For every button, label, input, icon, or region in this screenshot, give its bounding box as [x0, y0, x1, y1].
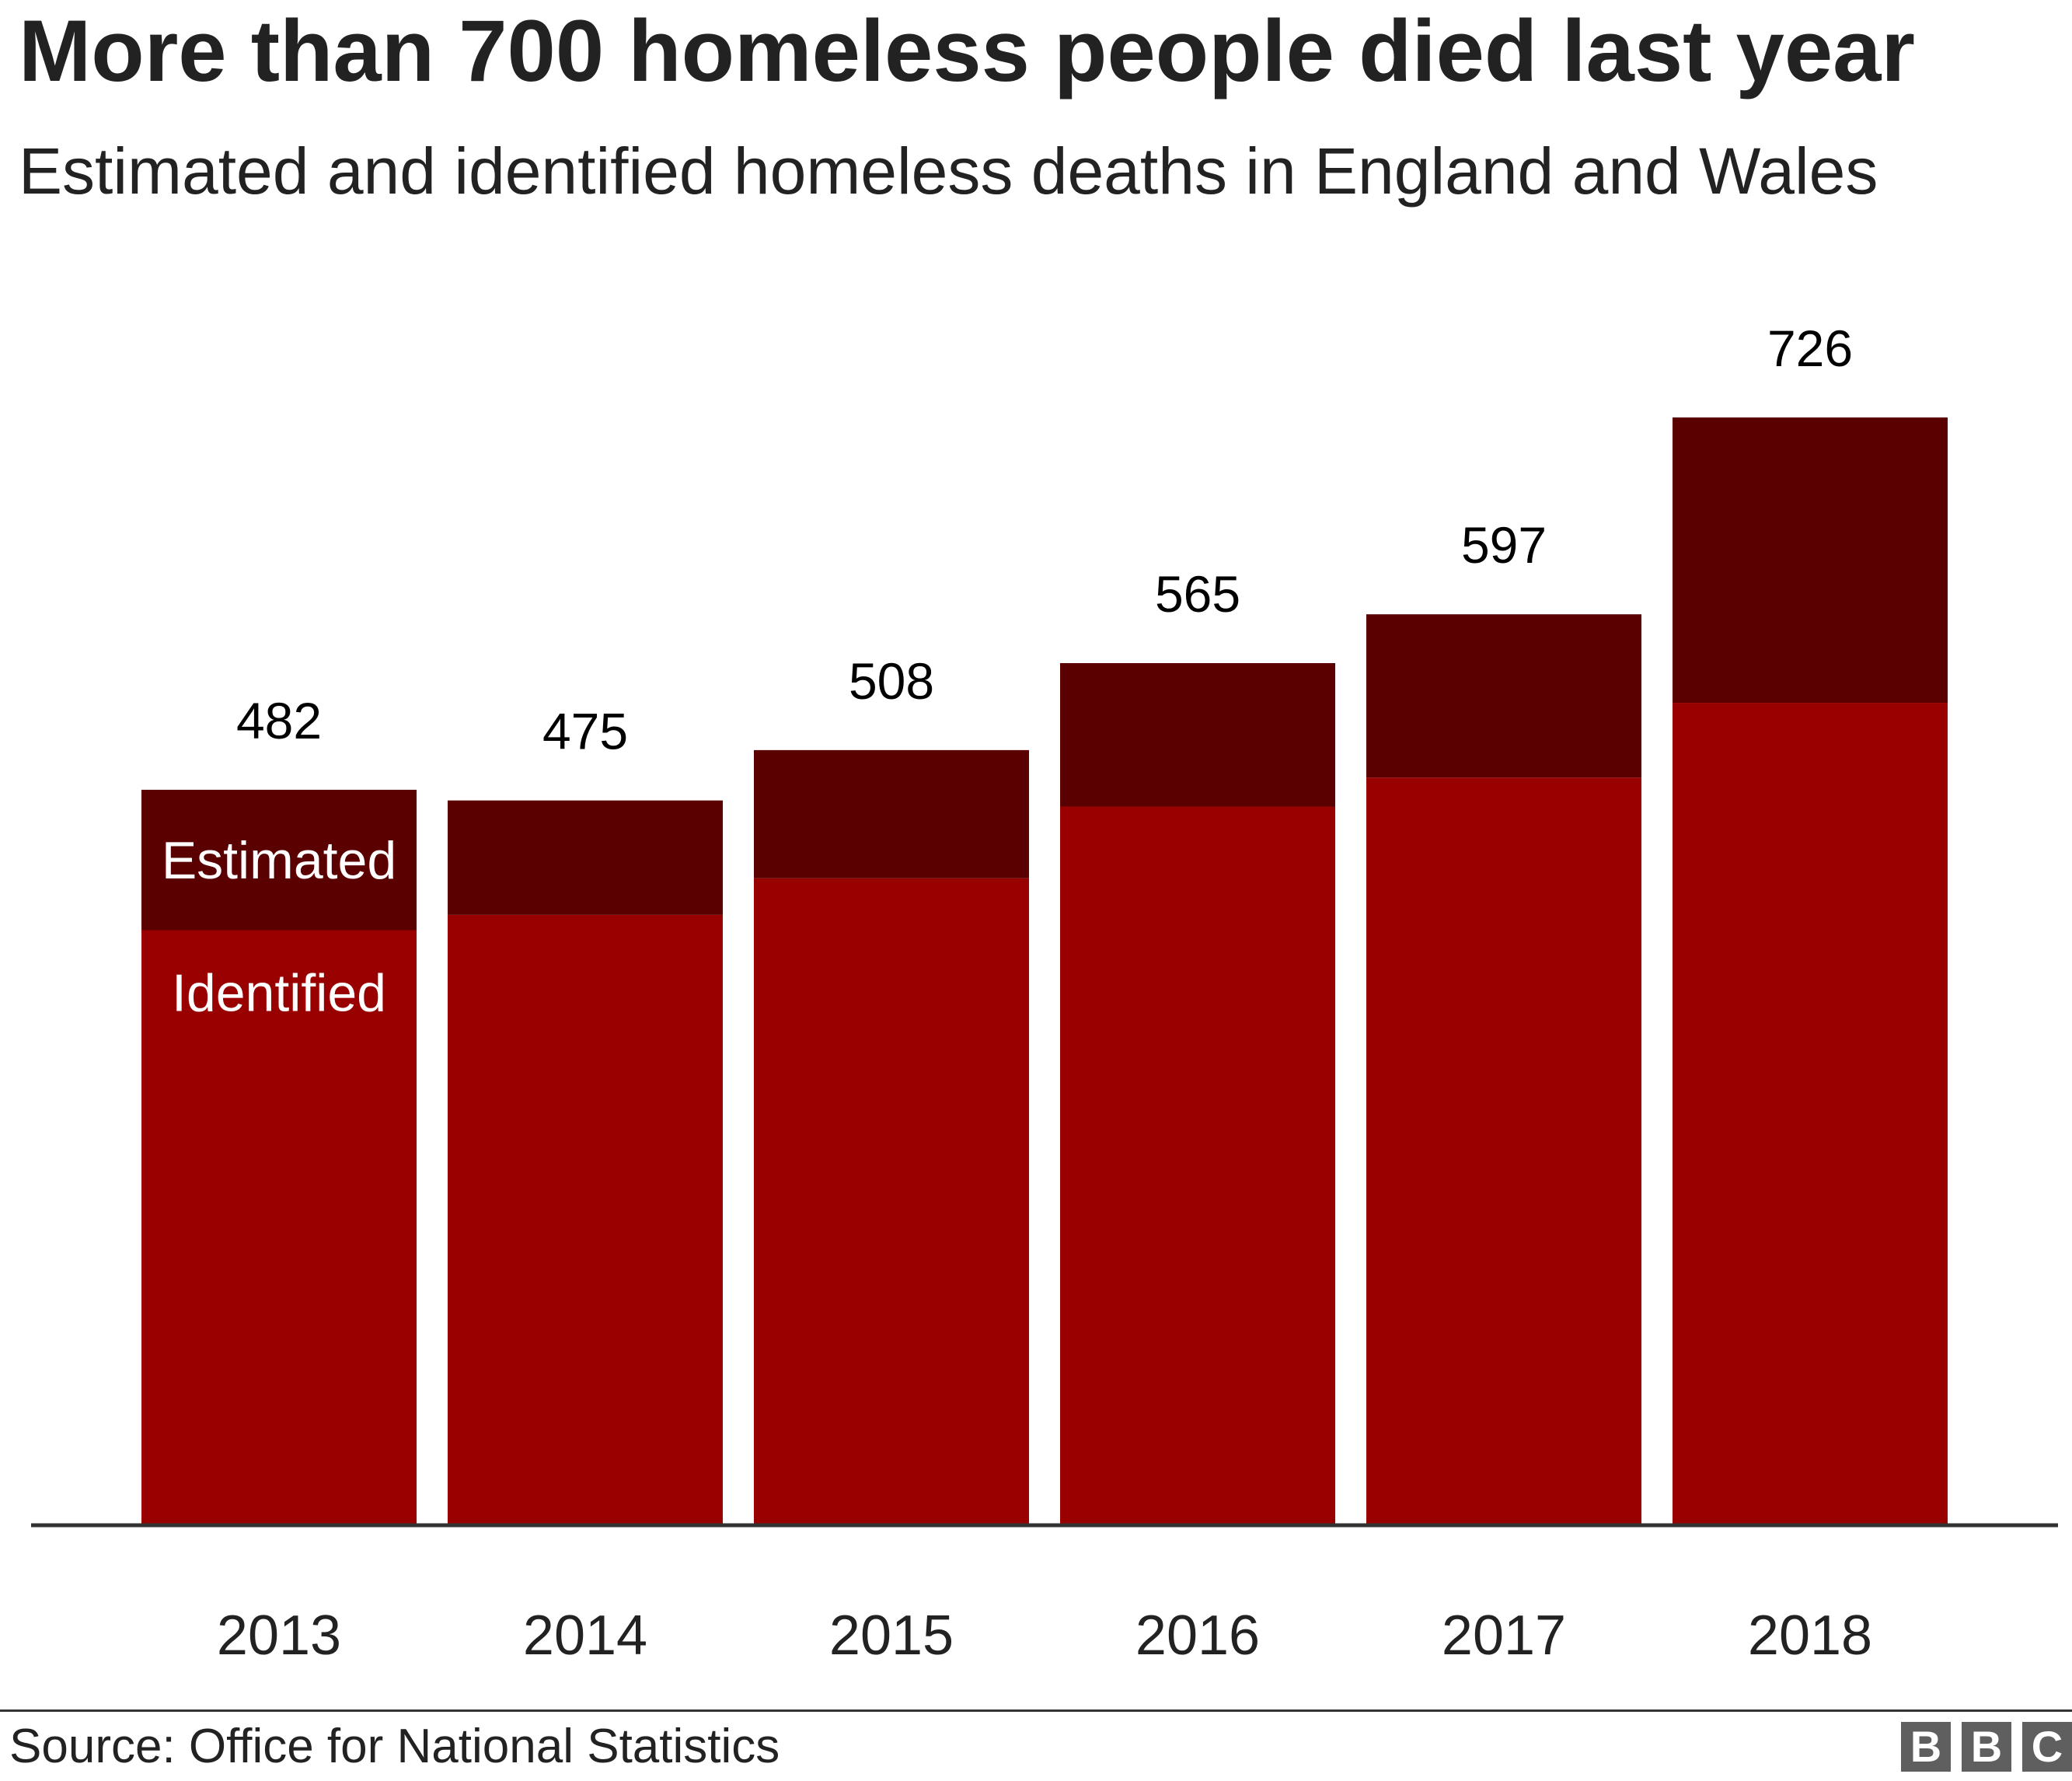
source-note: Source: Office for National Statistics [9, 1720, 780, 1773]
footer-divider [0, 1709, 2072, 1712]
bar-identified-2018 [1673, 703, 1948, 1526]
total-label-2016: 565 [1155, 565, 1240, 623]
bar-identified-2013 [141, 930, 417, 1525]
x-tick-label-2013: 2013 [217, 1605, 341, 1667]
bar-identified-2016 [1060, 806, 1335, 1525]
total-label-2017: 597 [1461, 516, 1547, 574]
total-label-2015: 508 [849, 652, 934, 710]
bar-identified-2014 [448, 914, 723, 1525]
series-label-identified: Identified [172, 964, 386, 1023]
bar-estimated-2016 [1060, 663, 1335, 807]
x-tick-label-2016: 2016 [1135, 1605, 1260, 1667]
bbc-logo: B B C [1901, 1722, 2072, 1772]
x-tick-label-2017: 2017 [1442, 1605, 1566, 1667]
chart-title: More than 700 homeless people died last … [19, 2, 1915, 100]
x-tick-label-2015: 2015 [829, 1605, 954, 1667]
bar-estimated-2015 [754, 749, 1029, 878]
ticks-layer: 2013 2014 2015 2016 2017 2018 [217, 1605, 1872, 1667]
bbc-logo-letter-3: C [2022, 1722, 2072, 1772]
bars-layer [141, 417, 1948, 1526]
total-label-2018: 726 [1767, 320, 1853, 377]
series-label-estimated: Estimated [162, 831, 396, 890]
bar-identified-2017 [1366, 777, 1641, 1525]
x-tick-label-2018: 2018 [1748, 1605, 1872, 1667]
bar-estimated-2014 [448, 800, 723, 915]
bbc-logo-letter-1: B [1901, 1722, 1951, 1772]
total-label-2014: 475 [542, 703, 628, 760]
bar-identified-2015 [754, 878, 1029, 1525]
bar-estimated-2017 [1366, 614, 1641, 778]
labels-layer: 482 Estimated Identified 475 508 565 597 726 [162, 320, 1853, 1023]
x-tick-label-2014: 2014 [523, 1605, 647, 1667]
bar-estimated-2018 [1673, 417, 1948, 704]
bar-estimated-2013 [141, 789, 417, 931]
bbc-logo-letter-2: B [1962, 1722, 2011, 1772]
total-label-2013: 482 [236, 692, 322, 749]
chart-subtitle: Estimated and identified homeless deaths… [19, 134, 1878, 208]
